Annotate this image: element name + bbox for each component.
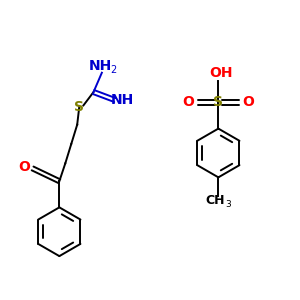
Text: O: O <box>18 160 30 174</box>
Text: OH: OH <box>209 66 232 80</box>
Text: S: S <box>74 100 84 114</box>
Text: O: O <box>243 95 255 110</box>
Text: 3: 3 <box>225 200 231 209</box>
Text: NH: NH <box>111 93 134 107</box>
Text: CH: CH <box>206 194 225 207</box>
Text: S: S <box>213 95 224 110</box>
Text: 2: 2 <box>110 65 116 75</box>
Text: NH: NH <box>89 59 112 73</box>
Text: O: O <box>182 95 194 110</box>
